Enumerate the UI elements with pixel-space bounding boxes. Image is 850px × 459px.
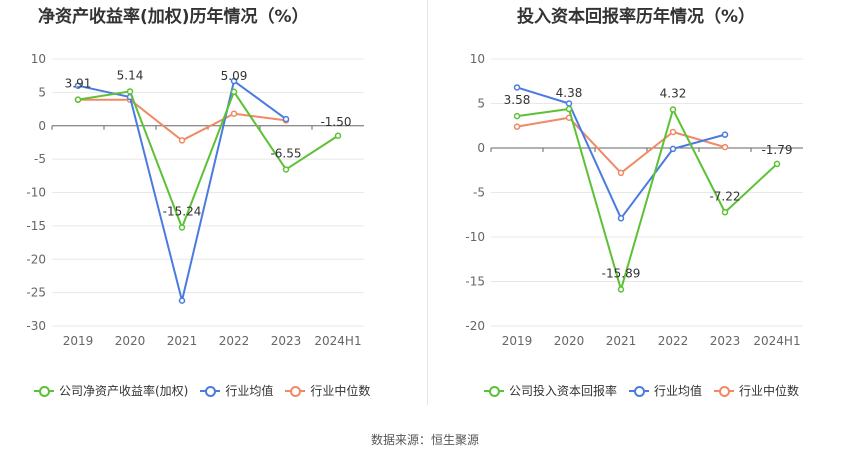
y-tick-label: -15: [26, 219, 46, 233]
roic-line-chart: 10 5 0 -5 -10 -15 -20 2019 2020 2021 2022 2023 2024H…: [465, 52, 803, 348]
data-point[interactable]: [178, 224, 186, 231]
x-tick-label: 2019: [502, 334, 533, 348]
data-point[interactable]: [617, 286, 625, 293]
y-tick-label: 0: [477, 141, 485, 155]
legend-label: 公司投入资本回报率: [509, 384, 618, 398]
data-label: -7.22: [709, 189, 740, 203]
legend-label: 公司净资产收益率(加权): [59, 384, 189, 398]
data-label: -1.50: [320, 115, 351, 129]
data-point[interactable]: [513, 112, 521, 120]
legend-marker-icon: [34, 385, 54, 397]
y-tick-label: -20: [465, 319, 485, 333]
data-point[interactable]: [513, 84, 521, 91]
data-label: -15.89: [602, 266, 641, 280]
data-label: 4.32: [660, 87, 687, 101]
y-tick-label: -5: [473, 186, 485, 200]
y-tick-label: -15: [465, 275, 485, 289]
x-tick-label: 2024H1: [314, 334, 361, 348]
data-point[interactable]: [230, 110, 238, 117]
legend-label: 行业均值: [225, 384, 274, 398]
y-tick-label: -20: [26, 252, 46, 266]
x-tick-label: 2023: [271, 334, 302, 348]
series-line: [516, 108, 778, 291]
data-point[interactable]: [669, 145, 677, 153]
legend-label: 行业中位数: [310, 384, 371, 398]
data-point[interactable]: [721, 131, 729, 138]
y-tick-label: 5: [477, 97, 485, 111]
data-label: -1.79: [761, 143, 792, 157]
series-line: [516, 86, 726, 220]
x-tick-label: 2019: [63, 334, 94, 348]
x-tick-label: 2020: [115, 334, 146, 348]
legend-item-industry-avg[interactable]: 行业均值: [200, 382, 273, 399]
data-point[interactable]: [773, 160, 781, 168]
data-point[interactable]: [669, 106, 677, 113]
data-point[interactable]: [617, 215, 625, 222]
data-label: 3.58: [504, 93, 531, 107]
data-label: 5.14: [117, 68, 144, 82]
x-tick-label: 2024H1: [753, 334, 800, 348]
data-point[interactable]: [669, 128, 677, 136]
roic-chart-title: 投入资本回报率历年情况（%）: [517, 7, 756, 27]
y-tick-label: 0: [38, 119, 46, 133]
y-tick-label: -10: [465, 230, 485, 244]
data-point[interactable]: [617, 169, 625, 177]
data-label: -6.55: [270, 146, 301, 160]
roe-chart-title: 净资产收益率(加权)历年情况（%）: [38, 7, 309, 27]
data-point[interactable]: [230, 88, 238, 96]
data-point[interactable]: [334, 132, 342, 140]
x-tick-label: 2023: [710, 334, 741, 348]
data-point[interactable]: [721, 143, 729, 151]
data-label: 3.91: [65, 77, 92, 91]
panel-divider: [427, 0, 428, 405]
y-tick-label: -5: [34, 152, 46, 166]
legend-label: 行业中位数: [739, 384, 800, 398]
data-source-note: 数据来源：恒生聚源: [370, 433, 479, 447]
data-point[interactable]: [565, 100, 573, 107]
series-line: [77, 90, 339, 229]
legend-item-industry-median[interactable]: 行业中位数: [714, 382, 799, 399]
legend-label: 行业均值: [654, 384, 703, 398]
legend-marker-icon: [285, 385, 306, 397]
data-label: 4.38: [556, 86, 583, 100]
data-label: -15.24: [163, 204, 202, 218]
roe-line-chart: 10 5 0 -5 -10 -15 -20 -25 -30 2019 2020 2021 2022 202…: [26, 52, 364, 348]
y-tick-label: -30: [26, 319, 46, 333]
series-line: [78, 98, 287, 142]
data-point[interactable]: [178, 137, 186, 144]
legend-marker-icon: [200, 385, 221, 397]
data-point[interactable]: [565, 105, 573, 113]
y-tick-label: -25: [26, 286, 46, 300]
y-tick-label: 10: [470, 52, 485, 66]
x-tick-label: 2021: [606, 334, 637, 348]
data-point[interactable]: [126, 88, 134, 95]
series-line: [77, 80, 287, 302]
roic-legend: 公司投入资本回报率 行业均值 行业中位数: [484, 382, 811, 399]
legend-marker-icon: [714, 385, 735, 397]
legend-item-company-roe[interactable]: 公司净资产收益率(加权): [34, 382, 188, 399]
data-point[interactable]: [74, 96, 82, 103]
y-tick-label: -10: [26, 186, 46, 200]
data-point[interactable]: [74, 82, 82, 89]
legend-item-industry-avg[interactable]: 行业均值: [629, 382, 702, 399]
y-tick-label: 5: [38, 85, 46, 99]
y-tick-label: 10: [31, 52, 46, 66]
x-tick-label: 2021: [167, 334, 198, 348]
data-point[interactable]: [513, 123, 521, 130]
x-tick-label: 2022: [658, 334, 689, 348]
legend-marker-icon: [629, 385, 650, 397]
x-tick-label: 2020: [554, 334, 585, 348]
data-point[interactable]: [178, 297, 186, 304]
legend-item-company-roic[interactable]: 公司投入资本回报率: [484, 382, 617, 399]
data-point[interactable]: [721, 209, 729, 216]
data-point[interactable]: [282, 115, 290, 123]
legend-marker-icon: [484, 385, 504, 397]
x-tick-label: 2022: [219, 334, 250, 348]
series-line: [516, 116, 726, 174]
data-point[interactable]: [230, 77, 238, 85]
roe-legend: 公司净资产收益率(加权) 行业均值 行业中位数: [34, 382, 382, 399]
data-point[interactable]: [282, 166, 290, 173]
legend-item-industry-median[interactable]: 行业中位数: [285, 382, 370, 399]
data-label: 5.09: [221, 69, 248, 83]
